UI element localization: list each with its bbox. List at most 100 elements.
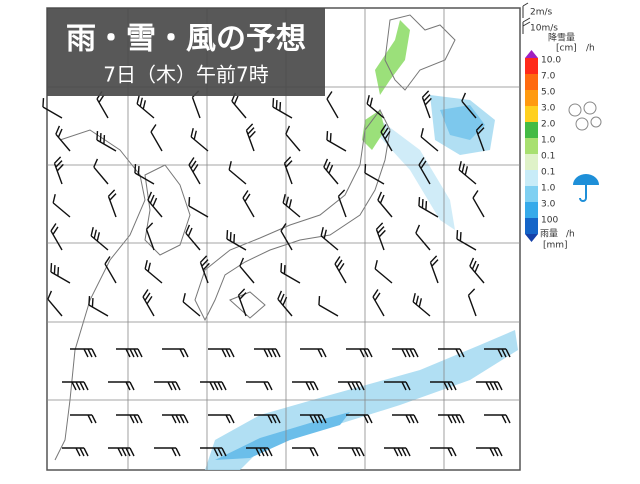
wind-barb — [469, 257, 485, 284]
wind-barb — [280, 223, 293, 251]
wind-barb — [438, 348, 465, 358]
wind-barb — [154, 447, 181, 457]
legend: 2m/s 10m/s 降雪量 [cm] /h 10.0 7.0 5.0 3.0 2.0 1… — [522, 2, 602, 251]
scale-cell — [525, 122, 538, 138]
wind-barb — [108, 447, 135, 457]
wind-barb — [438, 414, 465, 424]
wind-barb — [134, 164, 155, 185]
wind-barb — [208, 414, 235, 424]
scale-cell — [525, 138, 538, 154]
wind-barb — [337, 189, 347, 218]
wind-barb — [144, 259, 163, 284]
wind-barb — [421, 90, 432, 119]
wind-barb — [456, 230, 477, 251]
rain-legend-per: /h — [566, 230, 575, 240]
wind-barb — [475, 123, 485, 152]
wind-barb — [415, 224, 431, 251]
wind-barb — [300, 348, 327, 358]
wind-barb — [476, 447, 503, 457]
wind-barb — [190, 127, 209, 152]
scale-label: 7.0 — [541, 72, 556, 82]
wind-barb — [154, 381, 181, 391]
wind-barb — [430, 447, 457, 457]
scale-label: 0.1 — [541, 152, 555, 162]
wind-barb — [254, 348, 281, 358]
snow-areas — [362, 20, 410, 150]
wind-barb — [245, 123, 256, 152]
wind-barb — [62, 381, 89, 391]
snow-legend-unit: [cm] — [556, 44, 577, 54]
wind-barb — [50, 223, 63, 251]
wind-barb — [280, 263, 301, 284]
wind-barb — [53, 156, 64, 185]
wind-barb — [323, 158, 339, 185]
scale-label: 10.0 — [541, 56, 561, 66]
scale-cell — [525, 90, 538, 106]
subtitle: 7日（木）午前7時 — [103, 63, 268, 87]
wind-barb — [182, 292, 201, 317]
wind-barb — [246, 447, 273, 457]
scale-label: 1.0 — [541, 184, 556, 194]
wind-barb — [142, 289, 155, 317]
wind-legend-barbs — [522, 2, 531, 34]
scale-label: 3.0 — [541, 104, 556, 114]
wind-barb — [461, 92, 477, 119]
scale-label: 3.0 — [541, 200, 556, 210]
wind-barb — [418, 157, 431, 185]
snow-legend-title: 降雪量 — [548, 32, 575, 44]
wind-barb — [346, 414, 373, 424]
wind-barb — [47, 290, 63, 317]
wind-barb — [326, 131, 347, 152]
wind-barb — [108, 381, 135, 391]
wind-barb — [246, 381, 273, 391]
wind-barb — [430, 381, 457, 391]
scale-label: 1.0 — [541, 136, 556, 146]
wind-barb — [93, 158, 109, 185]
wind-barb — [375, 222, 386, 251]
scale-arrow-bottom — [525, 234, 538, 242]
wind-barb — [242, 190, 255, 218]
scale-label: 100 — [541, 216, 558, 226]
wind-barb — [188, 157, 201, 185]
wind-barb — [116, 414, 143, 424]
scale-label: 5.0 — [541, 88, 556, 98]
wind-barb — [272, 98, 293, 119]
wind-barb — [346, 348, 373, 358]
scale-arrow-top — [525, 50, 538, 58]
wind-barb — [239, 257, 255, 284]
wind-legend-label: 10m/s — [530, 24, 558, 34]
wind-barb — [429, 255, 439, 284]
wind-barb — [88, 296, 109, 317]
wind-barb — [226, 230, 247, 251]
title: 雨・雪・風の予想 — [66, 22, 306, 57]
snow-icon — [568, 101, 602, 131]
wind-barb — [107, 189, 117, 218]
wind-barb — [200, 381, 227, 391]
wind-barb — [374, 259, 393, 284]
wind-barb — [42, 98, 63, 119]
wind-barb — [338, 381, 365, 391]
wind-barb — [116, 348, 143, 358]
wind-barb — [147, 191, 163, 218]
wind-barb — [237, 288, 247, 317]
wind-barb — [380, 124, 393, 152]
rain-legend-title: 雨量 — [540, 229, 558, 240]
wind-barb — [104, 256, 117, 284]
wind-barb — [392, 414, 419, 424]
wind-barb — [392, 348, 419, 358]
wind-barb — [282, 193, 301, 218]
wind-barb — [418, 197, 439, 218]
scale-cell — [525, 74, 538, 90]
wind-barb — [292, 447, 319, 457]
snow-legend-per: /h — [586, 44, 595, 54]
wind-barb — [185, 224, 201, 251]
wind-barb — [55, 125, 71, 152]
rain-legend-unit: [mm] — [543, 241, 568, 251]
wind-barbs — [42, 90, 511, 457]
scale-cell — [525, 186, 538, 202]
wind-barb — [292, 381, 319, 391]
wind-barb — [50, 263, 71, 284]
scale-label: 2.0 — [541, 120, 556, 130]
wind-legend-label: 2m/s — [530, 8, 553, 18]
